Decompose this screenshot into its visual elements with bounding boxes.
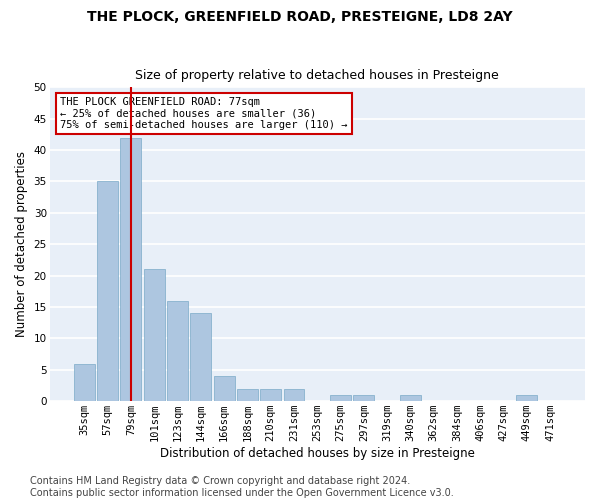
Bar bbox=[214, 376, 235, 401]
Text: THE PLOCK GREENFIELD ROAD: 77sqm
← 25% of detached houses are smaller (36)
75% o: THE PLOCK GREENFIELD ROAD: 77sqm ← 25% o… bbox=[60, 96, 348, 130]
Bar bbox=[400, 395, 421, 401]
Bar bbox=[97, 182, 118, 401]
Bar bbox=[260, 388, 281, 401]
Bar bbox=[237, 388, 258, 401]
Text: Contains HM Land Registry data © Crown copyright and database right 2024.
Contai: Contains HM Land Registry data © Crown c… bbox=[30, 476, 454, 498]
Bar bbox=[167, 300, 188, 401]
Bar bbox=[74, 364, 95, 401]
Title: Size of property relative to detached houses in Presteigne: Size of property relative to detached ho… bbox=[136, 69, 499, 82]
Bar bbox=[190, 314, 211, 401]
Bar bbox=[121, 138, 142, 401]
Bar bbox=[353, 395, 374, 401]
X-axis label: Distribution of detached houses by size in Presteigne: Distribution of detached houses by size … bbox=[160, 447, 475, 460]
Bar bbox=[330, 395, 351, 401]
Bar bbox=[284, 388, 304, 401]
Bar bbox=[517, 395, 538, 401]
Bar bbox=[144, 270, 165, 401]
Text: THE PLOCK, GREENFIELD ROAD, PRESTEIGNE, LD8 2AY: THE PLOCK, GREENFIELD ROAD, PRESTEIGNE, … bbox=[87, 10, 513, 24]
Y-axis label: Number of detached properties: Number of detached properties bbox=[15, 151, 28, 337]
